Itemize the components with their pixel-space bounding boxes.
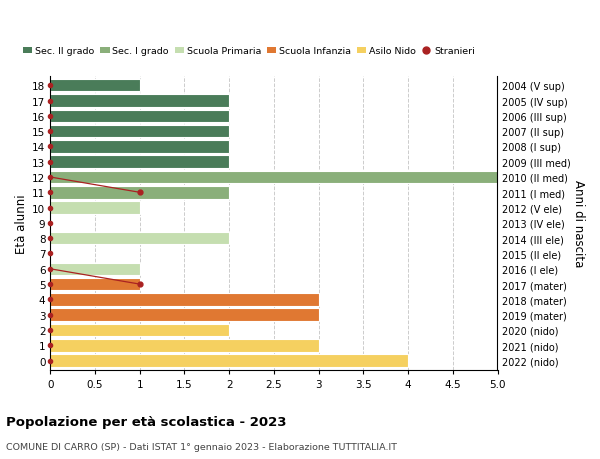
Bar xyxy=(50,95,229,107)
Legend: Sec. II grado, Sec. I grado, Scuola Primaria, Scuola Infanzia, Asilo Nido, Stran: Sec. II grado, Sec. I grado, Scuola Prim… xyxy=(19,44,479,60)
Bar xyxy=(50,339,319,352)
Bar xyxy=(50,293,319,306)
Bar xyxy=(50,110,229,123)
Bar xyxy=(50,354,408,367)
Text: Popolazione per età scolastica - 2023: Popolazione per età scolastica - 2023 xyxy=(6,415,287,428)
Bar xyxy=(50,171,497,184)
Bar xyxy=(50,324,229,336)
Bar xyxy=(50,309,319,321)
Bar xyxy=(50,80,140,92)
Y-axis label: Anni di nascita: Anni di nascita xyxy=(572,180,585,267)
Bar xyxy=(50,263,140,275)
Text: COMUNE DI CARRO (SP) - Dati ISTAT 1° gennaio 2023 - Elaborazione TUTTITALIA.IT: COMUNE DI CARRO (SP) - Dati ISTAT 1° gen… xyxy=(6,442,397,451)
Bar xyxy=(50,278,140,291)
Bar xyxy=(50,202,140,214)
Bar xyxy=(50,141,229,153)
Bar xyxy=(50,126,229,138)
Bar xyxy=(50,187,229,199)
Bar xyxy=(50,232,229,245)
Y-axis label: Età alunni: Età alunni xyxy=(15,194,28,253)
Bar xyxy=(50,156,229,168)
